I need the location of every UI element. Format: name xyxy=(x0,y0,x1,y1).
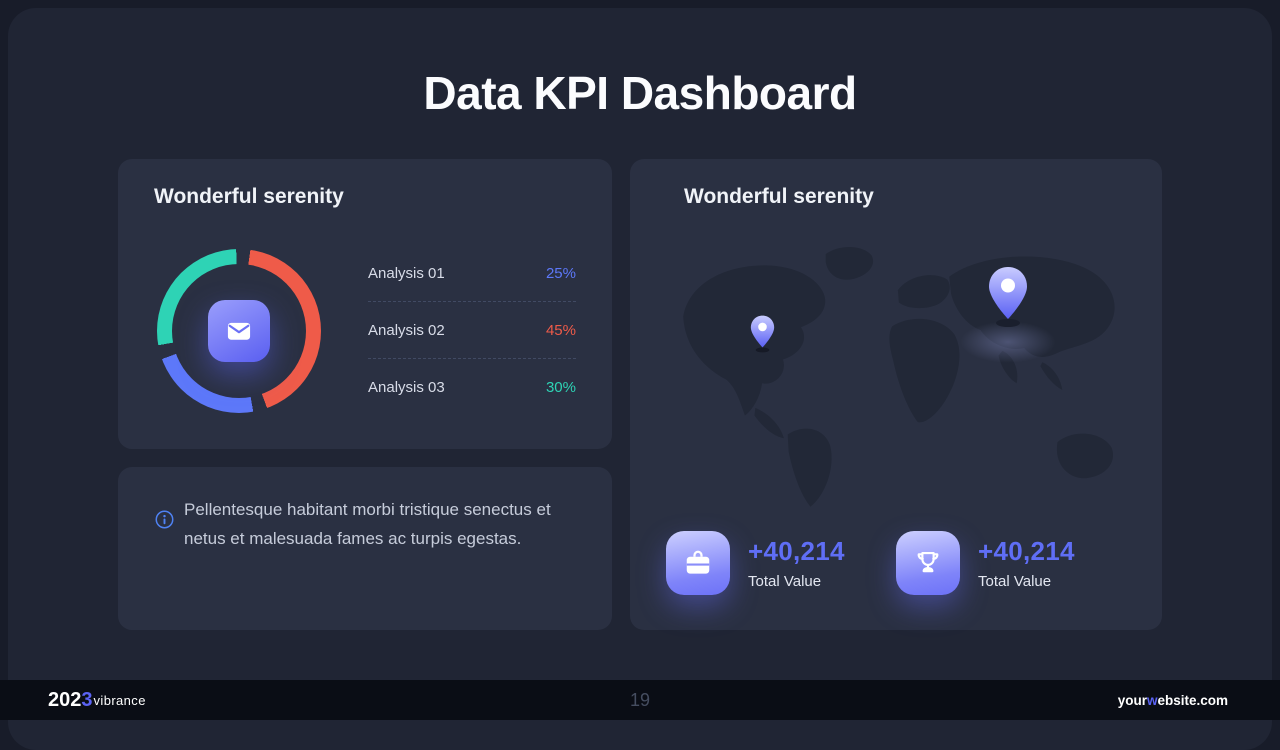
legend-label: Analysis 02 xyxy=(368,321,445,339)
stat-value: +40,214 xyxy=(748,536,845,566)
pin-glow xyxy=(960,321,1056,363)
stat-label: Total Value xyxy=(978,573,1052,590)
logo-brand-text: vibrance xyxy=(93,692,146,708)
stat-text: +40,214 Total Value xyxy=(748,536,845,590)
trophy-icon xyxy=(896,531,960,595)
website-suffix: ebsite.com xyxy=(1157,692,1228,708)
map-card: Wonderful serenity xyxy=(630,159,1162,630)
legend-value: 25% xyxy=(545,264,576,282)
website-prefix: your xyxy=(1117,692,1147,708)
mail-icon xyxy=(208,300,270,362)
world-map-silhouette xyxy=(683,246,1115,507)
info-icon xyxy=(154,509,175,535)
logo-year-prefix: 202 xyxy=(48,688,82,711)
analysis-legend: Analysis 01 25% Analysis 02 45% Analysis… xyxy=(368,245,576,416)
stat-label: Total Value xyxy=(748,573,822,590)
page-number: 19 xyxy=(629,689,651,710)
website-accent: w xyxy=(1146,692,1158,708)
legend-row: Analysis 03 30% xyxy=(368,359,576,416)
slide-title: Data KPI Dashboard xyxy=(423,67,857,119)
website-url: your w ebsite.com xyxy=(1118,680,1228,720)
stat-item: +40,214 Total Value xyxy=(666,531,896,595)
analysis-card-title: Wonderful serenity xyxy=(154,185,344,208)
legend-row: Analysis 01 25% xyxy=(368,245,576,302)
location-pin-large-icon xyxy=(986,265,1030,334)
briefcase-icon xyxy=(666,531,730,595)
legend-label: Analysis 01 xyxy=(368,264,445,282)
legend-label: Analysis 03 xyxy=(368,379,445,396)
legend-value: 30% xyxy=(545,379,576,396)
brand-logo: 202 3 vibrance xyxy=(48,680,146,720)
stat-value: +40,214 xyxy=(978,536,1075,566)
stat-item: +40,214 Total Value xyxy=(896,531,1126,595)
donut-chart xyxy=(157,249,321,413)
footer: 202 3 vibrance 19 your w ebsite.com xyxy=(0,680,1280,720)
logo-year-accent: 3 xyxy=(81,688,93,711)
note-text: Pellentesque habitant morbi tristique se… xyxy=(184,500,551,548)
stats-row: +40,214 Total Value +40,214 Total Value xyxy=(666,531,1126,595)
analysis-card: Wonderful serenity Analysis 01 25% Analy… xyxy=(118,159,612,449)
map-card-title: Wonderful serenity xyxy=(684,185,874,208)
legend-row: Analysis 02 45% xyxy=(368,302,576,359)
location-pin-small-icon xyxy=(749,314,776,359)
world-map xyxy=(648,235,1144,520)
stat-text: +40,214 Total Value xyxy=(978,536,1075,590)
note-card: Pellentesque habitant morbi tristique se… xyxy=(118,467,612,630)
legend-value: 45% xyxy=(545,321,576,339)
